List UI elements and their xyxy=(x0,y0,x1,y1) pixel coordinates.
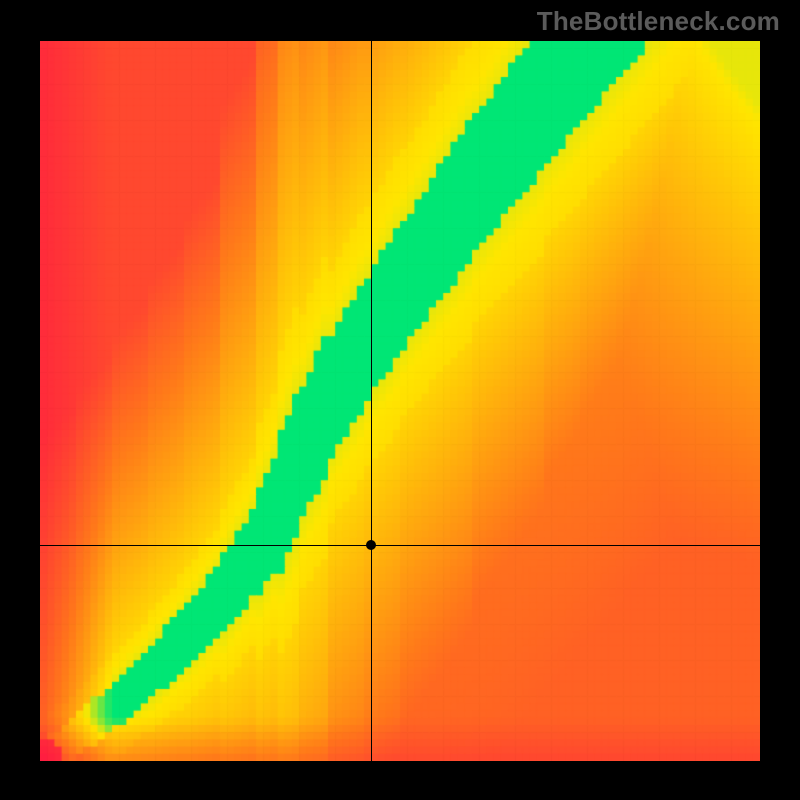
watermark-text: TheBottleneck.com xyxy=(537,6,780,37)
plot-area xyxy=(40,41,760,761)
heatmap-canvas xyxy=(40,41,760,761)
chart-frame: TheBottleneck.com xyxy=(0,0,800,800)
